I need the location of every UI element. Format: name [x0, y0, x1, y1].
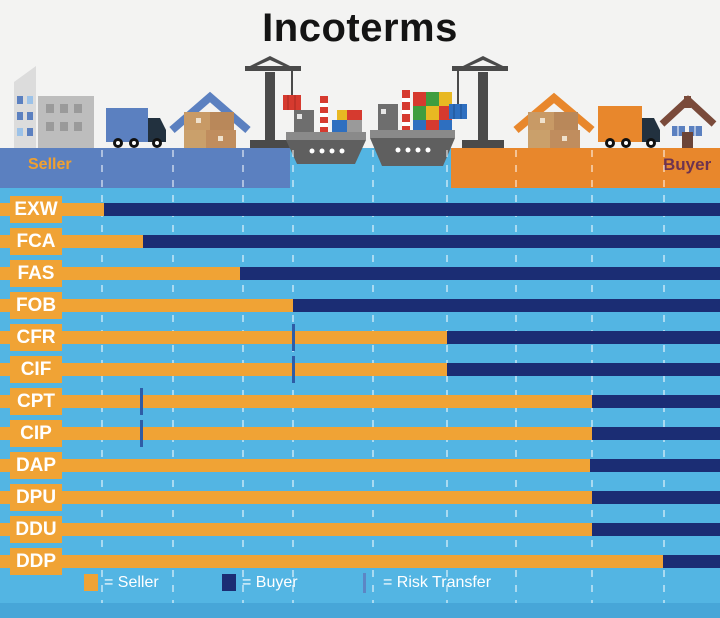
seller-bar: [0, 427, 592, 440]
incoterm-code-chip: DDU: [10, 516, 62, 543]
buyer-band-label: Buyer: [663, 155, 712, 174]
footer-strip: [0, 603, 720, 618]
red-container-icon: [283, 95, 301, 110]
office-buildings-icon: [14, 66, 94, 148]
gridline: [446, 150, 448, 603]
incoterm-code-chip: CPT: [10, 388, 62, 415]
gridline: [372, 150, 374, 603]
seller-band: [0, 148, 290, 188]
seller-swatch-icon: [84, 574, 98, 591]
risk-transfer-tick: [140, 388, 143, 415]
incoterm-code-chip: FCA: [10, 228, 62, 255]
incoterm-row-cif: CIF: [0, 356, 720, 383]
crane-left-icon: [245, 56, 301, 148]
risk-transfer-tick: [140, 420, 143, 447]
gridline: [663, 150, 665, 603]
incoterm-code-chip: DPU: [10, 484, 62, 511]
blue-container-icon: [449, 104, 467, 119]
gridline: [515, 150, 517, 603]
house-icon: [659, 95, 717, 148]
buyer-bar: [143, 235, 720, 248]
incoterm-row-dpu: DPU: [0, 484, 720, 511]
seller-bar: [0, 363, 447, 376]
incoterm-row-fas: FAS: [0, 260, 720, 287]
incoterm-row-fob: FOB: [0, 292, 720, 319]
buyer-bar: [663, 555, 720, 568]
seller-bar: [0, 331, 447, 344]
incoterm-code-chip: CIP: [10, 420, 62, 447]
orange-truck-icon: [598, 106, 660, 148]
buyer-bar: [592, 395, 720, 408]
seller-bar: [0, 555, 663, 568]
legend-label: = Risk Transfer: [383, 574, 492, 591]
seller-bar: [0, 299, 293, 312]
buyer-bar: [293, 299, 720, 312]
cargo-ship-right-icon: [370, 90, 455, 166]
gridline: [242, 150, 244, 603]
buyer-bar: [447, 363, 720, 376]
incoterm-code-chip: DDP: [10, 548, 62, 575]
seller-band-label: Seller: [28, 156, 72, 173]
legend: = Seller = Buyer = Risk Transfer: [0, 570, 720, 596]
seller-bar: [0, 523, 592, 536]
gridline: [101, 150, 103, 603]
legend-label: = Seller: [104, 574, 159, 591]
seller-bar: [0, 395, 592, 408]
page-title: Incoterms: [262, 6, 458, 50]
risk-transfer-tick: [292, 356, 295, 383]
incoterm-row-ddu: DDU: [0, 516, 720, 543]
header-scene: [14, 56, 717, 166]
incoterm-code-chip: DAP: [10, 452, 62, 479]
seller-bar: [0, 459, 590, 472]
warehouse-orange-icon: [513, 92, 595, 148]
incoterm-row-exw: EXW: [0, 196, 720, 223]
incoterm-code-chip: CIF: [10, 356, 62, 383]
buyer-bar: [590, 459, 720, 472]
buyer-bar: [104, 203, 720, 216]
buyer-swatch-icon: [222, 574, 236, 591]
incoterm-code-chip: FAS: [10, 260, 62, 287]
buyer-bar: [592, 491, 720, 504]
gridline: [172, 150, 174, 603]
incoterm-row-ddp: DDP: [0, 548, 720, 575]
cargo-ship-left-icon: [286, 96, 366, 164]
incoterm-code-chip: EXW: [10, 196, 62, 223]
incoterm-row-cpt: CPT: [0, 388, 720, 415]
incoterm-code-chip: CFR: [10, 324, 62, 351]
incoterm-row-dap: DAP: [0, 452, 720, 479]
risk-swatch-icon: [363, 573, 366, 593]
buyer-bar: [447, 331, 720, 344]
blue-truck-icon: [106, 108, 166, 148]
incoterm-code-chip: FOB: [10, 292, 62, 319]
incoterm-row-fca: FCA: [0, 228, 720, 255]
warehouse-blue-icon: [169, 91, 251, 148]
gridline: [591, 150, 593, 603]
buyer-band: [451, 148, 720, 188]
legend-label: = Buyer: [242, 574, 298, 591]
seller-bar: [0, 491, 592, 504]
risk-transfer-tick: [292, 324, 295, 351]
buyer-bar: [592, 523, 720, 536]
buyer-bar: [240, 267, 720, 280]
incoterm-row-cip: CIP: [0, 420, 720, 447]
incoterm-row-cfr: CFR: [0, 324, 720, 351]
crane-right-icon: [449, 56, 508, 148]
buyer-bar: [592, 427, 720, 440]
